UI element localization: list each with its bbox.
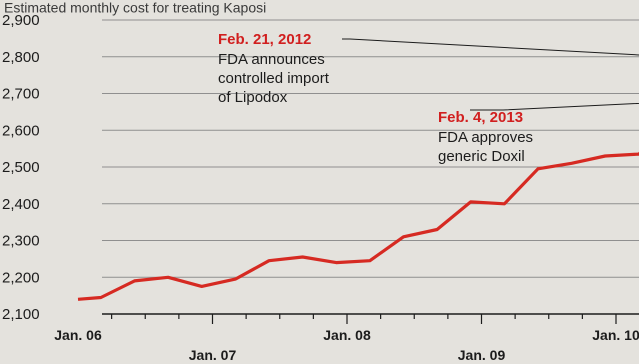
annotation-leader-line [342,38,639,56]
x-tick-label: Jan. 09 [458,347,506,363]
annotation-text: FDA announces [218,51,325,68]
annotation-text: controlled import [218,70,330,87]
y-tick-label: 2,100 [2,306,40,323]
grid-lines [102,19,639,278]
annotations: Feb. 21, 2012 FDA announces controlled imp… [218,31,639,165]
y-tick-label: 2,700 [2,86,40,103]
y-tick-label: 2,300 [2,233,40,250]
annotation-date: Feb. 4, 2013 [438,109,523,126]
annotation-text: FDA approves [438,129,533,146]
series-line [77,151,639,301]
x-tick-label: Jan. 07 [189,347,237,363]
series [77,151,639,301]
x-tick-label: Jan. 08 [323,327,371,343]
annotation-text: generic Doxil [438,148,525,165]
y-tick-label: 2,800 [2,49,40,66]
y-tick-label: 2,600 [2,122,40,139]
y-tick-label: 2,200 [2,269,40,286]
annotation-leader-line [470,102,639,111]
y-tick-label: 2,500 [2,159,40,176]
annotation-text: of Lipodox [218,89,288,106]
annotation-date: Feb. 21, 2012 [218,31,311,48]
x-tick-label: Jan. 10 [592,327,639,343]
y-axis-tick-labels: 2,900 2,800 2,700 2,600 2,500 2,400 2,300 2,200… [2,12,40,323]
chart-title: Estimated monthly cost for treating Kapo… [4,0,266,15]
x-tick-label: Jan. 06 [54,327,102,343]
y-tick-label: 2,900 [2,12,40,29]
y-tick-label: 2,400 [2,196,40,213]
